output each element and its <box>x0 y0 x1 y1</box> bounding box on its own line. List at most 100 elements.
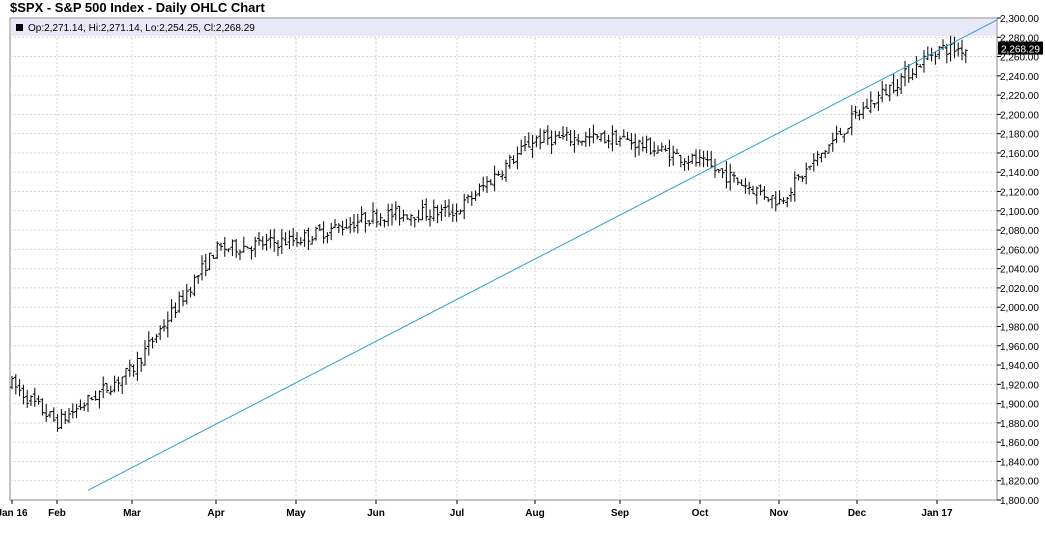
ohlc-bar <box>146 331 151 356</box>
ohlc-bar <box>374 208 379 228</box>
ohlc-bar <box>534 135 539 148</box>
y-tick-label: 1,920.00 <box>1000 380 1039 391</box>
ohlc-bar <box>682 158 687 171</box>
ohlc-bar <box>792 171 797 202</box>
ohlc-bar <box>466 194 470 204</box>
ohlc-bar <box>705 150 710 167</box>
ohlc-bar <box>424 198 429 221</box>
ohlc-bar <box>249 246 254 260</box>
ohlc-bar <box>572 130 577 153</box>
ohlc-bar <box>663 145 668 152</box>
ohlc-bar <box>458 209 463 215</box>
ohlc-bar <box>960 39 964 61</box>
ohlc-bar <box>105 382 109 393</box>
ohlc-bar <box>378 213 383 227</box>
ohlc-bar <box>298 236 303 246</box>
ohlc-bar <box>675 148 679 155</box>
ohlc-bar <box>614 129 619 145</box>
ohlc-bar <box>306 227 311 251</box>
legend-bar <box>11 19 996 36</box>
ohlc-bar <box>184 283 189 305</box>
y-tick-label: 2,100.00 <box>1000 207 1039 218</box>
ohlc-bar <box>754 186 759 205</box>
x-tick-label: Mar <box>123 508 141 519</box>
ohlc-bar <box>648 137 653 155</box>
ohlc-bar <box>770 195 774 209</box>
ohlc-bar <box>17 379 22 397</box>
ohlc-bar <box>462 193 467 220</box>
x-tick-label: Aug <box>525 508 544 519</box>
ohlc-bar <box>515 146 520 170</box>
ohlc-bar <box>876 91 881 111</box>
ohlc-bar <box>545 125 550 145</box>
y-tick-label: 2,080.00 <box>1000 226 1039 237</box>
ohlc-bar <box>367 220 372 227</box>
plot-area <box>9 17 998 501</box>
ohlc-bar <box>595 134 600 140</box>
ohlc-bar <box>154 333 159 344</box>
ohlc-bar <box>295 232 299 247</box>
ohlc-bar <box>937 46 942 60</box>
ohlc-bar <box>150 336 155 349</box>
ohlc-bar <box>758 184 763 196</box>
ohlc-bar <box>329 222 334 241</box>
ohlc-bar <box>511 155 516 165</box>
ohlc-bar <box>667 139 672 167</box>
ohlc-bar <box>834 125 839 144</box>
ohlc-bar <box>473 190 478 201</box>
ohlc-bar <box>637 139 641 156</box>
ohlc-bar <box>401 209 406 222</box>
ohlc-bar <box>872 103 877 109</box>
x-tick-label: Nov <box>770 508 789 519</box>
ohlc-bar <box>355 213 360 234</box>
ohlc-bar <box>944 43 949 64</box>
ohlc-bar <box>215 241 220 260</box>
ohlc-bar <box>842 133 847 143</box>
ohlc-bar <box>70 403 75 419</box>
ohlc-bar <box>317 224 322 231</box>
ohlc-bar <box>340 220 345 236</box>
ohlc-bar <box>477 183 482 197</box>
ohlc-bar <box>481 176 486 192</box>
ohlc-bar <box>899 73 904 94</box>
ohlc-bar <box>390 203 394 226</box>
ohlc-bar <box>264 233 269 251</box>
ohlc-bar <box>420 199 425 221</box>
ohlc-bar <box>359 206 364 223</box>
last-close-label: 2,268.29 <box>998 41 1043 56</box>
ohlc-bar <box>553 130 558 145</box>
ohlc-bar <box>173 302 178 318</box>
ohlc-bar <box>36 395 41 405</box>
ohlc-bar <box>13 374 18 395</box>
ohlc-bar <box>644 135 649 154</box>
y-axis: 2,300.00 2,280.00 2,260.00 2,240.00 2,220.00… <box>997 14 1039 507</box>
ohlc-bar <box>853 105 858 119</box>
y-tick-label: 1,960.00 <box>1000 342 1039 353</box>
ohlc-bar <box>504 159 508 182</box>
y-tick-label: 1,900.00 <box>1000 400 1039 411</box>
ohlc-bar <box>86 394 90 412</box>
ohlc-bar <box>618 136 622 147</box>
ohlc-bar <box>120 376 125 395</box>
y-tick-label: 2,280.00 <box>1000 33 1039 44</box>
ohlc-bar <box>101 376 106 399</box>
ohlc-bar <box>678 154 683 168</box>
ohlc-bar <box>181 290 185 307</box>
ohlc-bar <box>276 240 280 257</box>
last-close-value: 2,268.29 <box>1001 45 1040 56</box>
ohlc-bar <box>492 165 497 192</box>
ohlc-bar <box>728 163 733 191</box>
y-tick-label: 2,160.00 <box>1000 149 1039 160</box>
ohlc-bar <box>621 129 626 138</box>
ohlc-bar <box>747 181 752 195</box>
ohlc-bar <box>435 205 440 224</box>
ohlc-bar <box>32 387 37 407</box>
ohlc-bar <box>97 390 102 409</box>
ohlc-bar <box>431 199 436 222</box>
ohlc-bar <box>192 274 197 297</box>
ohlc-bar <box>751 185 755 195</box>
ohlc-bar <box>412 217 417 228</box>
ohlc-bar <box>51 407 56 422</box>
ohlc-bar <box>108 385 113 396</box>
